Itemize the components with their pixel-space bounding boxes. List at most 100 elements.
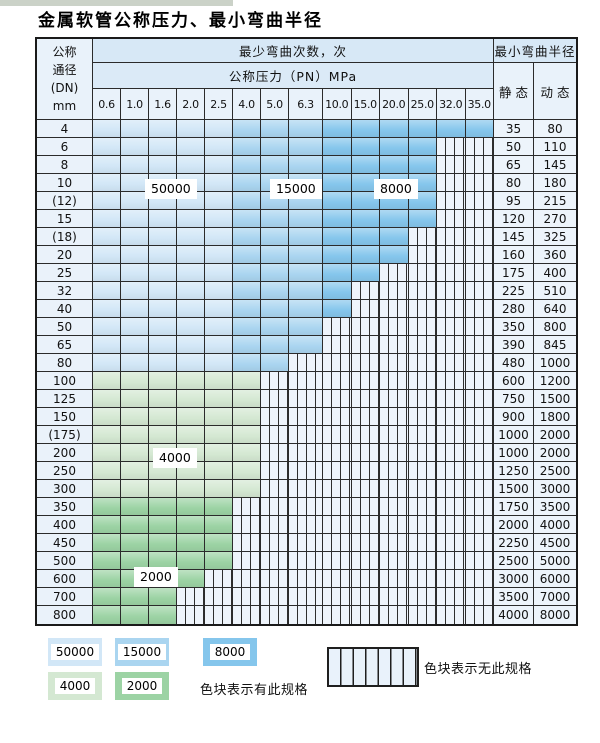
spec-cell	[177, 354, 205, 372]
dn-cell: 65	[37, 336, 93, 354]
bend-cycles-header: 最少弯曲次数，次	[93, 39, 494, 63]
legend-swatch-label: 8000	[209, 644, 251, 660]
spec-cell	[93, 228, 121, 246]
no-spec-cell	[465, 174, 494, 192]
spec-cell	[205, 462, 233, 480]
no-spec-cell	[465, 516, 494, 534]
static-radius-cell: 1500	[494, 480, 534, 498]
dn-cell: 80	[37, 354, 93, 372]
no-spec-cell	[380, 264, 409, 282]
spec-cell	[177, 372, 205, 390]
no-spec-cell	[289, 534, 323, 552]
no-spec-cell	[437, 210, 466, 228]
dynamic-radius-cell: 325	[534, 228, 576, 246]
static-radius-cell: 225	[494, 282, 534, 300]
no-spec-cell	[205, 588, 233, 606]
no-spec-cell	[437, 588, 466, 606]
no-spec-cell	[205, 570, 233, 588]
no-spec-cell	[465, 606, 494, 624]
spec-cell	[205, 156, 233, 174]
no-spec-cell	[289, 462, 323, 480]
no-spec-cell	[465, 588, 494, 606]
spec-cell	[121, 426, 149, 444]
dynamic-radius-cell: 1500	[534, 390, 576, 408]
no-spec-cell	[323, 354, 352, 372]
pressure-tick: 2.0	[177, 89, 205, 120]
no-spec-cell	[408, 426, 437, 444]
spec-cell	[351, 174, 380, 192]
spec-cell	[93, 534, 121, 552]
spec-cell	[177, 246, 205, 264]
pressure-tick: 5.0	[261, 89, 289, 120]
static-radius-cell: 350	[494, 318, 534, 336]
spec-cell	[121, 282, 149, 300]
spec-cell	[233, 264, 261, 282]
dn-cell: 15	[37, 210, 93, 228]
spec-cell	[351, 264, 380, 282]
zone-label: 8000	[374, 179, 418, 199]
no-spec-cell	[380, 390, 409, 408]
spec-cell	[93, 354, 121, 372]
no-spec-cell	[323, 372, 352, 390]
no-spec-cell	[437, 498, 466, 516]
no-spec-cell	[351, 354, 380, 372]
dn-cell: 150	[37, 408, 93, 426]
spec-cell	[380, 246, 409, 264]
dn-cell: (175)	[37, 426, 93, 444]
spec-cell	[93, 156, 121, 174]
spec-cell	[205, 354, 233, 372]
spec-cell	[205, 516, 233, 534]
no-spec-cell	[323, 516, 352, 534]
no-spec-cell	[233, 516, 261, 534]
no-spec-cell	[465, 264, 494, 282]
static-radius-cell: 2250	[494, 534, 534, 552]
dynamic-radius-cell: 110	[534, 138, 576, 156]
no-spec-cell	[351, 282, 380, 300]
dynamic-radius-cell: 3000	[534, 480, 576, 498]
no-spec-cell	[351, 426, 380, 444]
no-spec-cell	[351, 372, 380, 390]
spec-cell	[177, 570, 205, 588]
spec-cell	[93, 264, 121, 282]
legend-swatch: 4000	[48, 672, 102, 700]
no-spec-cell	[351, 480, 380, 498]
dn-cell: 4	[37, 120, 93, 138]
no-spec-cell	[380, 534, 409, 552]
spec-cell	[233, 192, 261, 210]
no-spec-cell	[323, 498, 352, 516]
spec-cell	[205, 138, 233, 156]
no-spec-cell	[261, 570, 289, 588]
no-spec-cell	[408, 480, 437, 498]
spec-cell	[233, 426, 261, 444]
spec-cell	[408, 138, 437, 156]
dn-cell: (12)	[37, 192, 93, 210]
spec-cell	[289, 210, 323, 228]
static-radius-cell: 600	[494, 372, 534, 390]
spec-cell	[177, 498, 205, 516]
static-header: 静 态	[494, 63, 534, 120]
spec-cell	[205, 390, 233, 408]
no-spec-cell	[380, 354, 409, 372]
dn-cell: 25	[37, 264, 93, 282]
no-spec-cell	[437, 300, 466, 318]
dynamic-radius-cell: 2000	[534, 444, 576, 462]
spec-cell	[233, 408, 261, 426]
no-spec-cell	[408, 390, 437, 408]
zone-label: 2000	[134, 567, 178, 587]
spec-cell	[323, 174, 352, 192]
spec-cell	[351, 138, 380, 156]
no-spec-cell	[351, 444, 380, 462]
spec-cell	[465, 120, 494, 138]
pressure-tick: 15.0	[351, 89, 380, 120]
dynamic-radius-cell: 180	[534, 174, 576, 192]
no-spec-cell	[437, 390, 466, 408]
no-spec-cell	[408, 354, 437, 372]
spec-cell	[205, 480, 233, 498]
no-spec-cell	[323, 426, 352, 444]
zone-label: 15000	[270, 179, 322, 199]
no-spec-hatch-swatch	[327, 647, 419, 687]
spec-cell	[93, 192, 121, 210]
spec-cell	[233, 444, 261, 462]
dynamic-header: 动 态	[534, 63, 576, 120]
pressure-header: 公称压力（PN）MPa	[93, 63, 494, 89]
